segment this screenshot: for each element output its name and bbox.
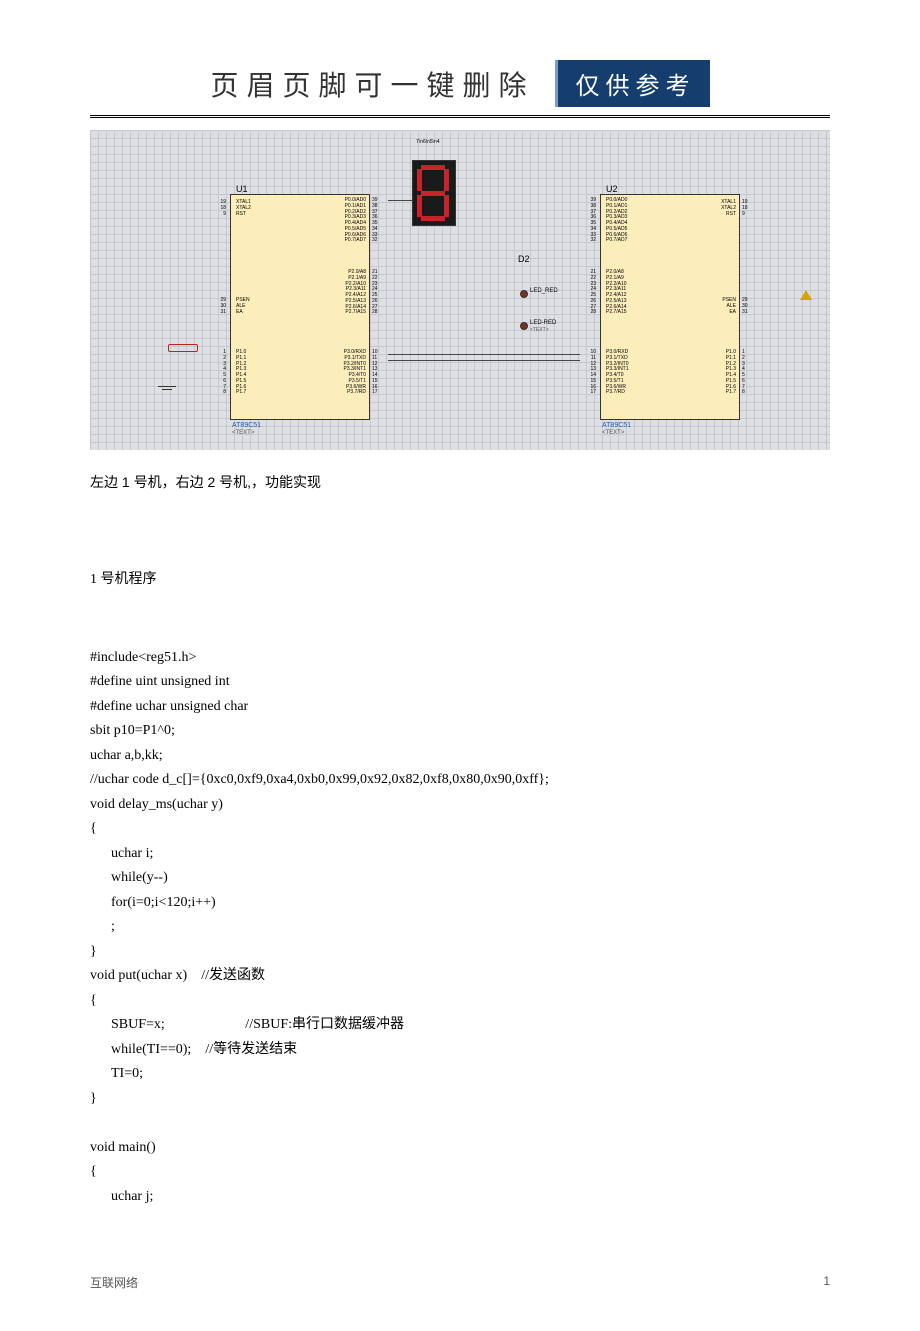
u1-right-a: P0.0/AD0 P0.1/AD1 P0.2/AD2 P0.3/AD3 P0.4… xyxy=(328,198,366,244)
u2-right-b-nums: 29 30 31 xyxy=(742,298,756,315)
u2-right-a: XTAL1 XTAL2 RST xyxy=(700,200,736,217)
code-lines: #include<reg51.h> #define uint unsigned … xyxy=(90,646,830,1210)
u1-label: U1 xyxy=(236,184,248,194)
circuit-diagram: U1 XTAL1 XTAL2 RST 19 18 9 PSEN ALE EA 2… xyxy=(90,130,830,450)
u1-right-b-nums: 21 22 23 24 25 26 27 28 xyxy=(372,270,386,316)
seg-f xyxy=(417,169,422,191)
led2-label: LED-RED xyxy=(530,320,556,327)
u1-left-a-nums: 19 18 9 xyxy=(212,200,226,217)
seg-d xyxy=(421,216,445,221)
seg-g xyxy=(421,191,445,196)
u2-label: U2 xyxy=(606,184,618,194)
u1-left-a: XTAL1 XTAL2 RST xyxy=(236,200,251,217)
led2-sub: <TEXT> xyxy=(530,328,549,334)
header-title: 页眉页脚可一键删除 xyxy=(210,64,534,104)
header-badge: 仅供参考 xyxy=(555,60,710,107)
u2-part: AT89C51 xyxy=(602,422,631,430)
u1-left-b-nums: 29 30 31 xyxy=(212,298,226,315)
u2-left-b: P2.0/A8 P2.1/A9 P2.2/A10 P2.3/A11 P2.4/A… xyxy=(606,270,627,316)
page-footer: 互联网络 1 xyxy=(90,1274,830,1291)
u1-right-b: P2.0/A8 P2.1/A9 P2.2/A10 P2.3/A11 P2.4/A… xyxy=(328,270,366,316)
footer-right: 1 xyxy=(823,1274,830,1291)
u1-right-c-nums: 10 11 12 13 14 15 16 17 xyxy=(372,350,386,396)
warning-icon xyxy=(800,290,812,300)
u1-left-c-nums: 1 2 3 4 5 6 7 8 xyxy=(212,350,226,396)
seg-e xyxy=(417,195,422,217)
d2-label: D2 xyxy=(518,254,530,264)
led1-label: LED_RED xyxy=(530,288,558,295)
code-title: 1 号机程序 xyxy=(90,568,830,593)
u1-left-b: PSEN ALE EA xyxy=(236,298,250,315)
u1-part: AT89C51 xyxy=(232,422,261,430)
u2-right-b: PSEN ALE EA xyxy=(700,298,736,315)
display-top-pins: 7\n6\n5\n4 xyxy=(416,140,440,146)
u1-subtext: <TEXT> xyxy=(232,430,254,437)
u2-right-c: P1.0 P1.1 P1.2 P1.3 P1.4 P1.5 P1.6 P1.7 xyxy=(700,350,736,396)
code-block: 1 号机程序 #include<reg51.h> #define uint un… xyxy=(90,519,830,1234)
footer-left: 互联网络 xyxy=(90,1274,138,1291)
wire-seg-bus xyxy=(388,200,412,201)
u1-left-c: P1.0 P1.1 P1.2 P1.3 P1.4 P1.5 P1.6 P1.7 xyxy=(236,350,246,396)
gnd-symbol xyxy=(158,386,176,387)
seven-segment-display xyxy=(412,160,456,226)
u1-right-a-nums: 39 38 37 36 35 34 33 32 xyxy=(372,198,386,244)
gnd-symbol-2 xyxy=(162,389,172,390)
wire-txrx2 xyxy=(388,360,580,361)
wire-txrx xyxy=(388,354,580,355)
seg-b xyxy=(444,169,449,191)
led-1 xyxy=(520,290,528,298)
led-2 xyxy=(520,322,528,330)
u2-right-c-nums: 1 2 3 4 5 6 7 8 xyxy=(742,350,756,396)
u1-right-c: P3.0/RXD P3.1/TXD P3.2/INT0 P3.3/INT1 P3… xyxy=(328,350,366,396)
u2-left-a-nums: 39 38 37 36 35 34 33 32 xyxy=(582,198,596,244)
push-button xyxy=(168,344,198,352)
u2-left-b-nums: 21 22 23 24 25 26 27 28 xyxy=(582,270,596,316)
u2-left-c-nums: 10 11 12 13 14 15 16 17 xyxy=(582,350,596,396)
diagram-description: 左边 1 号机，右边 2 号机,，功能实现 xyxy=(90,470,830,495)
u2-right-a-nums: 19 18 9 xyxy=(742,200,756,217)
page-header: 页眉页脚可一键删除 仅供参考 xyxy=(0,60,920,107)
header-underline xyxy=(90,115,830,118)
u2-left-c: P3.0/RXD P3.1/TXD P3.2/INT0 P3.3/INT1 P3… xyxy=(606,350,629,396)
seg-c xyxy=(444,195,449,217)
u2-subtext: <TEXT> xyxy=(602,430,624,437)
seg-a xyxy=(421,165,445,170)
u2-left-a: P0.0/AD0 P0.1/AD1 P0.2/AD2 P0.3/AD3 P0.4… xyxy=(606,198,627,244)
